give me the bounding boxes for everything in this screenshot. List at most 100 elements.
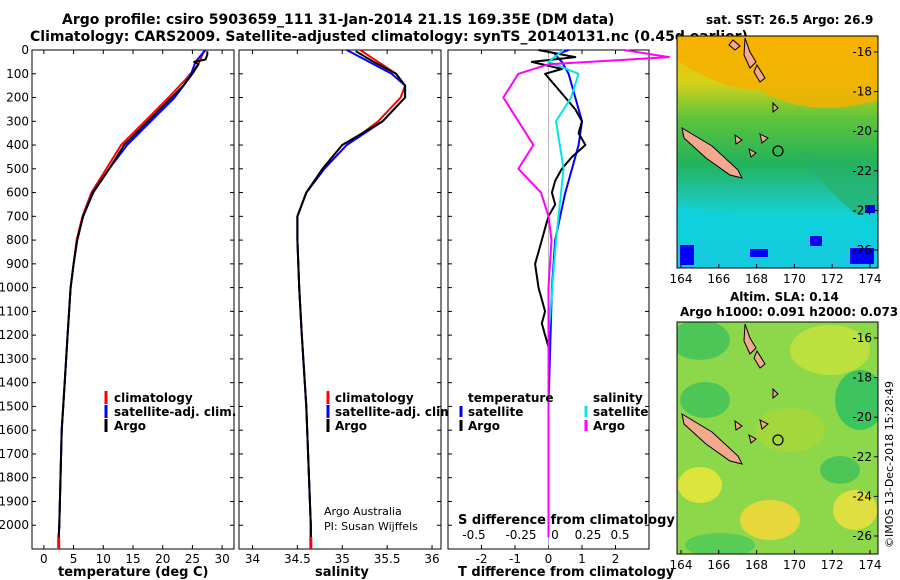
y-tick-label: 700 [6, 209, 29, 223]
map-x-tick-label: 172 [821, 558, 844, 572]
map-y-tick-label: -16 [852, 331, 872, 345]
credit-line2: PI: Susan Wijffels [324, 520, 418, 533]
sla-map: Altim. SLA: 0.14 Argo h1000: 0.091 h2000… [670, 290, 899, 572]
map-x-tick-label: 164 [670, 558, 693, 572]
map-x-tick-label: 164 [670, 272, 693, 286]
sla-anomaly [790, 325, 870, 375]
x-tick-label: 2 [612, 552, 620, 566]
x-tick-label: -1 [509, 552, 521, 566]
y-tick-label: 1600 [0, 423, 29, 437]
sla-anomaly [740, 500, 800, 540]
y-tick-label: 1400 [0, 376, 29, 390]
loyalty-island [759, 419, 769, 430]
legend-label-satellite: satellite-adj. clim. [335, 405, 457, 419]
x-tick-label: 5 [70, 552, 78, 566]
small-island [772, 387, 779, 400]
y-tick-label: 1700 [0, 447, 29, 461]
y-tick-label: 600 [6, 186, 29, 200]
y-tick-label: 400 [6, 138, 29, 152]
legend-label-s-argo: Argo [593, 419, 625, 433]
series-line-temperature-argo [530, 49, 587, 538]
sst-map: sat. SST: 26.5 Argo: 26.9 164 166 168 170 17… [670, 13, 882, 286]
x-tick-label: 35 [335, 552, 350, 566]
legend-label-argo: Argo [114, 419, 146, 433]
legend-label-argo: Argo [335, 419, 367, 433]
series-line-argo [296, 50, 407, 538]
sla-map-frame [676, 321, 879, 555]
temperature-legend: climatology satellite-adj. clim. Argo [104, 391, 236, 433]
map-x-tick-label: 172 [821, 272, 844, 286]
sla-anomaly [833, 490, 877, 530]
sst-missing-block [850, 248, 874, 264]
sst-map-title: sat. SST: 26.5 Argo: 26.9 [706, 13, 873, 27]
sst-map-frame [676, 35, 879, 269]
s-tick-label: 0.25 [575, 528, 602, 542]
y-tick-label: 2000 [0, 518, 29, 532]
map-x-tick-label: 174 [859, 272, 882, 286]
x-tick-label: 1 [578, 552, 586, 566]
imos-footer: ©IMOS 13-Dec-2018 15:28:49 [883, 381, 896, 548]
legend-label-climatology: climatology [335, 391, 414, 405]
small-island [772, 101, 779, 114]
sla-anomaly [755, 408, 825, 452]
credit-line1: Argo Australia [324, 505, 402, 518]
map-y-tick-label: -24 [852, 489, 872, 503]
map-y-tick-label: -20 [852, 410, 872, 424]
map-y-tick-label: -18 [852, 85, 872, 99]
vanuatu-island [728, 39, 741, 51]
figure-title-line2: Climatology: CARS2009. Satellite-adjuste… [30, 29, 748, 45]
x-tick-label: 30 [214, 552, 229, 566]
map-x-tick-label: 174 [859, 558, 882, 572]
sla-map-title2: Argo h1000: 0.091 h2000: 0.073 [680, 305, 898, 319]
y-tick-label: 1100 [0, 304, 29, 318]
sla-anomaly [678, 467, 722, 503]
map-y-tick-label: -18 [852, 371, 872, 385]
map-x-tick-label: 168 [745, 558, 768, 572]
sst-missing-block [810, 236, 822, 246]
figure-title-line1: Argo profile: csiro 5903659_111 31-Jan-2… [62, 12, 615, 28]
sst-green-region [800, 150, 878, 230]
argo-location-marker [772, 145, 784, 157]
y-tick-label: 1800 [0, 471, 29, 485]
x-tick-label: 0 [545, 552, 553, 566]
sla-anomaly [680, 382, 730, 418]
series-line-argo [57, 51, 209, 538]
new-caledonia-island [681, 126, 743, 179]
y-tick-label: 1200 [0, 328, 29, 342]
x-tick-label: 25 [185, 552, 200, 566]
new-caledonia-island [681, 412, 743, 465]
legend-header-temperature: temperature [468, 391, 553, 405]
vanuatu-island [753, 63, 766, 83]
y-tick-label: 0 [21, 43, 29, 57]
loyalty-island [759, 133, 769, 144]
legend-header-salinity: salinity [593, 391, 643, 405]
x-tick-label: 34 [245, 552, 260, 566]
map-x-tick-label: 170 [783, 558, 806, 572]
y-tick-label: 1500 [0, 399, 29, 413]
x-tick-label: 36 [424, 552, 439, 566]
map-y-tick-label: -22 [852, 164, 872, 178]
salinity-axes [238, 49, 442, 550]
legend-label-t-argo: Argo [468, 419, 500, 433]
legend-label-satellite: satellite-adj. clim. [114, 405, 236, 419]
x-tick-label: 20 [155, 552, 170, 566]
vanuatu-island [743, 37, 757, 69]
sla-anomaly [820, 456, 860, 484]
map-x-tick-label: 170 [783, 272, 806, 286]
map-y-tick-label: -24 [852, 203, 872, 217]
difference-legend: temperature satellite Argo salinity sate… [459, 391, 648, 433]
map-y-tick-label: -26 [852, 243, 872, 257]
map-x-tick-label: 166 [707, 558, 730, 572]
vanuatu-island [753, 349, 766, 369]
salinity-legend: climatology satellite-adj. clim. Argo [326, 391, 457, 433]
x-tick-label: 15 [125, 552, 140, 566]
sla-map-title1: Altim. SLA: 0.14 [730, 290, 839, 304]
sla-anomaly [677, 322, 730, 360]
salinity-panel: 34 34.5 35 35.5 36 salinity climatology sate… [238, 49, 457, 580]
y-tick-label: 200 [6, 91, 29, 105]
x-tick-label: 35.5 [374, 552, 401, 566]
sst-cool-band [677, 240, 878, 268]
y-tick-label: 1900 [0, 494, 29, 508]
y-tick-label: 300 [6, 114, 29, 128]
